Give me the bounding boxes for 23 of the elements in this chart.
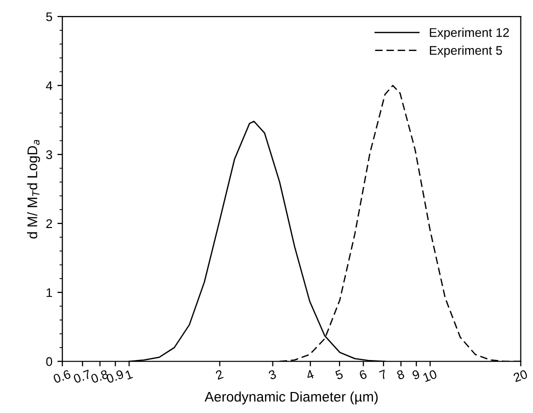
legend-label: Experiment 12 [430, 28, 509, 40]
y-tick-label: 0 [46, 357, 52, 366]
x-tick-label: 10 [422, 369, 438, 382]
x-tick-label: 0.6 [52, 370, 72, 384]
legend-label: Experiment 5 [430, 46, 502, 58]
y-tick-label: 3 [46, 150, 52, 160]
x-axis-title: Aerodynamic Diameter (µm) [204, 391, 378, 404]
x-tick-label: 8 [396, 370, 405, 380]
x-tick-label: 7 [379, 370, 388, 380]
x-tick-label: 5 [334, 370, 344, 380]
x-tick-label: 3 [268, 370, 277, 380]
x-tick-label: 1 [124, 370, 133, 380]
y-axis-title: d M/ M$_{T}$d LogD$_{a}$ [27, 140, 40, 239]
x-tick-label: 0.7 [72, 370, 92, 384]
x-tick-label: 4 [306, 370, 314, 380]
x-tick-label: 9 [412, 370, 420, 380]
y-tick-label: 5 [46, 12, 52, 22]
x-tick-label: 20 [512, 369, 528, 382]
x-tick-label: 2 [215, 370, 224, 380]
y-tick-label: 4 [46, 81, 52, 90]
y-tick-label: 2 [46, 219, 52, 228]
y-tick-label: 1 [46, 288, 52, 297]
x-tick-label: 6 [358, 370, 368, 380]
